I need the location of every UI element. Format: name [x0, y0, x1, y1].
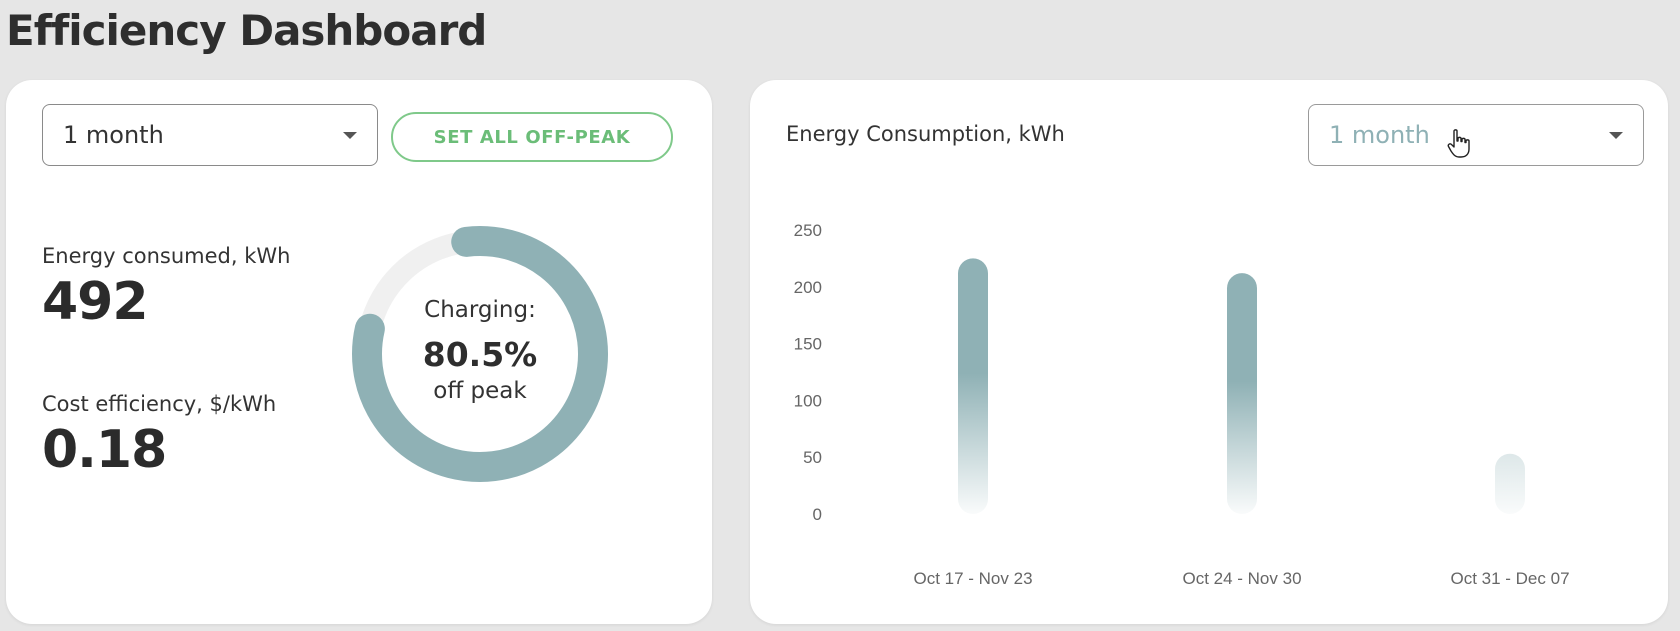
chart-bar[interactable]	[1495, 453, 1525, 514]
consumption-card: Energy Consumption, kWh 1 month 0 50 100 15…	[750, 80, 1668, 624]
cost-efficiency-value: 0.18	[42, 420, 167, 480]
y-tick-label: 100	[794, 391, 822, 410]
summary-period-value: 1 month	[63, 121, 164, 149]
y-tick-label: 200	[794, 278, 822, 297]
page-title: Efficiency Dashboard	[6, 6, 487, 55]
y-tick-label: 150	[794, 335, 822, 354]
x-tick-label: Oct 31 - Dec 07	[1450, 569, 1569, 588]
x-tick-label: Oct 24 - Nov 30	[1182, 569, 1301, 588]
cost-efficiency-label: Cost efficiency, $/kWh	[42, 392, 277, 416]
chevron-down-icon	[343, 131, 357, 139]
energy-consumed-label: Energy consumed, kWh	[42, 244, 291, 268]
summary-card: 1 month SET ALL OFF-PEAK Energy consumed…	[6, 80, 712, 624]
y-tick-label: 250	[794, 221, 822, 240]
charging-percent: 80.5%	[422, 335, 538, 374]
set-all-off-peak-button[interactable]: SET ALL OFF-PEAK	[391, 112, 673, 162]
chart-title: Energy Consumption, kWh	[786, 122, 1065, 146]
y-tick-label: 0	[813, 505, 822, 524]
chevron-down-icon	[1609, 131, 1623, 139]
summary-period-select[interactable]: 1 month	[42, 104, 378, 166]
x-tick-label: Oct 17 - Nov 23	[913, 569, 1032, 588]
charging-donut	[352, 226, 608, 482]
hand-cursor-icon	[1447, 129, 1470, 158]
energy-consumption-chart: 0 50 100 150 200 250 Oct 17 - Nov 23 Oct 24 - …	[794, 221, 1570, 588]
y-tick-label: 50	[803, 448, 822, 467]
chart-period-select[interactable]: 1 month	[1308, 104, 1644, 166]
charging-subcaption: off peak	[433, 378, 527, 404]
donut-arc	[352, 226, 608, 482]
chart-period-value: 1 month	[1329, 121, 1430, 149]
chart-bar[interactable]	[958, 258, 988, 514]
charging-caption: Charging:	[424, 297, 536, 323]
chart-bar[interactable]	[1227, 273, 1257, 514]
energy-consumed-value: 492	[42, 272, 149, 332]
